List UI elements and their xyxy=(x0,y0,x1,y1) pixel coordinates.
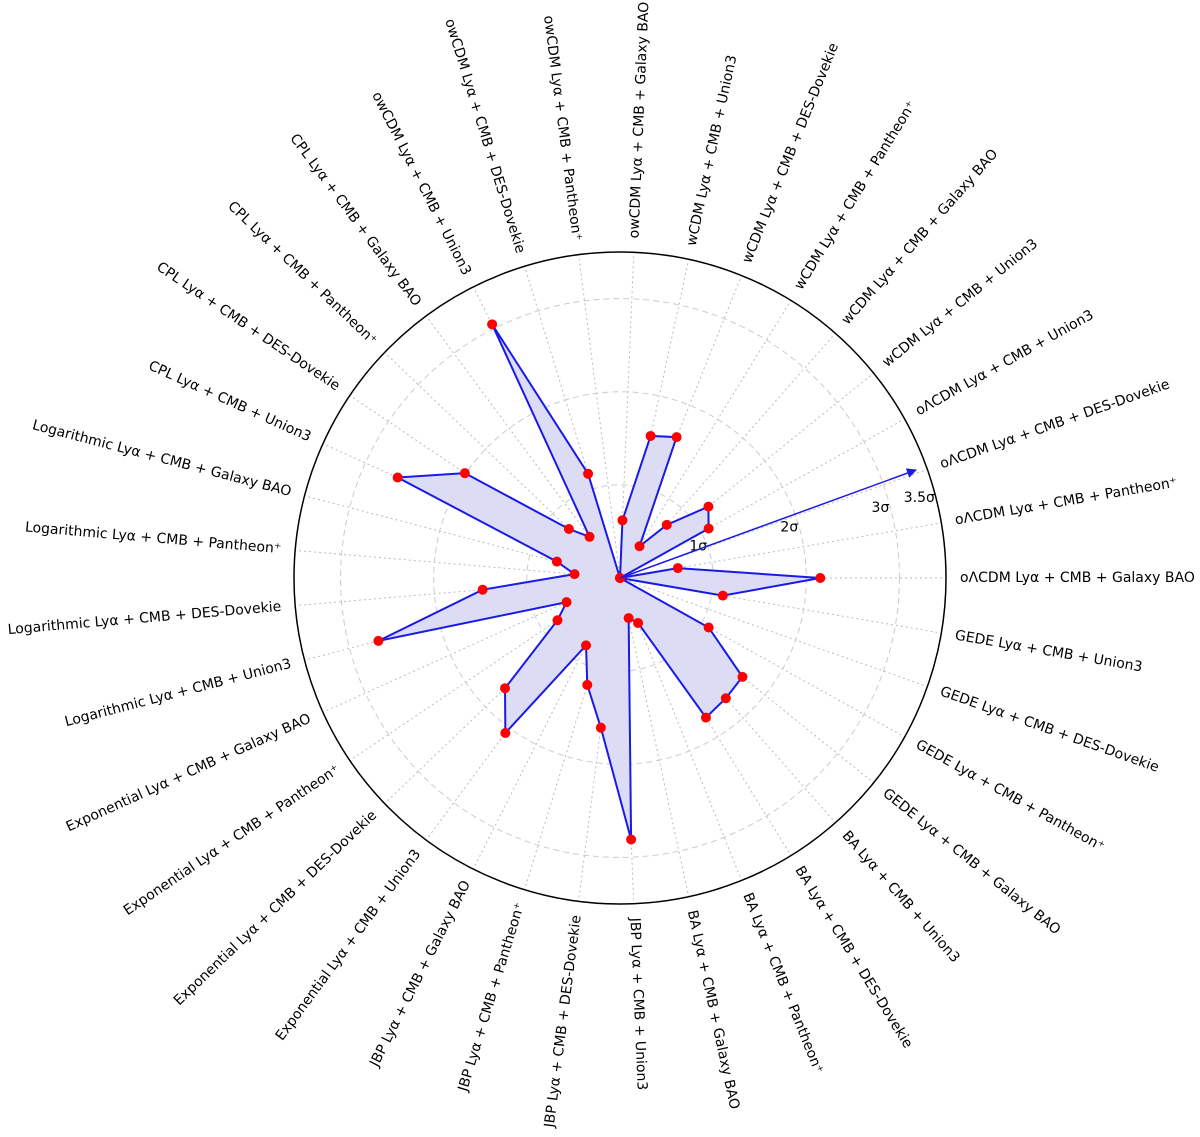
grid-ring xyxy=(340,298,900,858)
marker xyxy=(633,617,644,628)
marker xyxy=(672,563,683,574)
spoke xyxy=(349,577,621,761)
spoke xyxy=(349,395,621,579)
r-tick-label: 2σ xyxy=(780,519,798,535)
r-tick-label: 3σ xyxy=(872,500,890,516)
spoke xyxy=(619,577,792,856)
category-label: wCDM Lyα + CMB + Union3 xyxy=(684,54,741,248)
arrow xyxy=(619,468,917,579)
marker xyxy=(617,515,628,526)
spoke xyxy=(322,577,621,713)
marker xyxy=(584,531,595,542)
spoke xyxy=(384,352,621,579)
spoke xyxy=(619,577,836,824)
marker xyxy=(634,541,645,552)
spoke xyxy=(304,577,621,661)
spoke xyxy=(472,577,621,870)
marker xyxy=(700,712,711,723)
marker xyxy=(737,671,748,682)
spoke xyxy=(619,577,928,688)
marker xyxy=(500,683,511,694)
marker xyxy=(569,569,580,580)
marker xyxy=(373,635,384,646)
spoke xyxy=(619,577,942,634)
category-label: Logarithmic Lyα + CMB + Galaxy BAO xyxy=(31,417,293,500)
spoke xyxy=(304,495,621,579)
spoke xyxy=(619,522,942,579)
category-label: Logarithmic Lyα + CMB + Pantheon⁺ xyxy=(24,519,282,557)
area xyxy=(377,323,821,840)
spoke xyxy=(619,300,792,579)
spoke xyxy=(619,577,690,897)
marker xyxy=(671,432,682,443)
spoke xyxy=(619,418,905,579)
spoke xyxy=(578,577,621,902)
spoke xyxy=(619,577,874,784)
category-label: Logarithmic Lyα + CMB + Union3 xyxy=(63,656,293,730)
category-label: JBP Lyα + CMB + DES-Dovekie xyxy=(542,914,585,1129)
marker xyxy=(703,523,714,534)
spoke xyxy=(619,332,836,579)
marker xyxy=(563,524,574,535)
marker xyxy=(703,501,714,512)
category-label: oΛCDM Lyα + CMB + Pantheon⁺ xyxy=(954,475,1179,529)
category-label: GEDE Lyα + CMB + Union3 xyxy=(954,628,1144,676)
category-label: Exponential Lyα + CMB + DES-Dovekie xyxy=(171,807,380,1008)
marker xyxy=(487,319,498,330)
spoke xyxy=(619,275,743,579)
r-tick-label: 3.5σ xyxy=(904,490,935,506)
category-label: owCDM Lyα + CMB + DES-Dovekie xyxy=(441,17,528,255)
spoke xyxy=(425,315,621,579)
spoke xyxy=(295,549,621,579)
category-label: BA Lyα + CMB + Pantheon⁺ xyxy=(739,890,826,1075)
category-label: oΛCDM Lyα + CMB + Galaxy BAO xyxy=(960,570,1195,586)
category-label: BA Lyα + CMB + Galaxy BAO xyxy=(684,909,742,1111)
marker xyxy=(720,693,731,704)
marker xyxy=(459,468,470,479)
spoke xyxy=(425,577,621,841)
marker xyxy=(581,640,592,651)
spoke xyxy=(578,254,621,579)
category-label: JBP Lyα + CMB + Pantheon⁺ xyxy=(455,901,528,1094)
category-label: owCDM Lyα + CMB + Pantheon⁺ xyxy=(540,15,585,242)
marker xyxy=(392,472,403,483)
marker xyxy=(661,519,672,530)
marker xyxy=(552,615,563,626)
marker xyxy=(583,468,594,479)
marker xyxy=(626,834,637,845)
marker xyxy=(477,584,488,595)
category-label: owCDM Lyα + CMB + Galaxy BAO xyxy=(626,1,652,238)
marker xyxy=(551,556,562,567)
marker xyxy=(717,590,728,601)
marker xyxy=(703,622,714,633)
category-label: CPL Lyα + CMB + Union3 xyxy=(146,358,313,445)
spoke xyxy=(619,577,905,738)
category-label: oΛCDM Lyα + CMB + DES-Dovekie xyxy=(938,376,1172,472)
spoke xyxy=(322,443,621,579)
spoke xyxy=(524,577,621,890)
marker xyxy=(582,679,593,690)
marker xyxy=(595,722,606,733)
spoke xyxy=(619,372,874,579)
spoke xyxy=(619,252,635,579)
category-label: GEDE Lyα + CMB + DES-Dovekie xyxy=(938,684,1161,776)
marker xyxy=(645,430,656,441)
spoke xyxy=(295,577,621,607)
spoke xyxy=(524,266,621,579)
spoke xyxy=(619,577,743,881)
spoke xyxy=(619,259,690,579)
plot xyxy=(373,319,826,845)
marker xyxy=(500,728,511,739)
category-label: Logarithmic Lyα + CMB + DES-Dovekie xyxy=(7,599,282,638)
spoke xyxy=(619,577,635,904)
marker xyxy=(561,597,572,608)
category-label: JBP Lyα + CMB + Union3 xyxy=(626,916,649,1090)
marker xyxy=(623,613,634,624)
marker xyxy=(815,573,826,583)
spoke xyxy=(384,577,621,804)
spoke xyxy=(619,468,928,579)
outer-ring xyxy=(293,251,947,905)
